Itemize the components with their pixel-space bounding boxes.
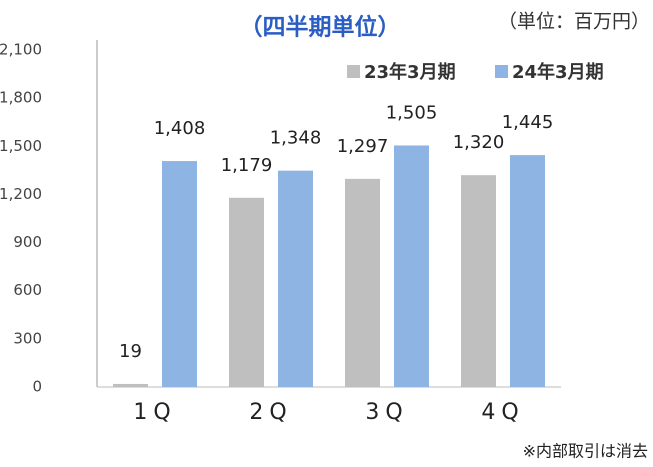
y-tick-label: 0 xyxy=(32,378,42,396)
bar xyxy=(345,178,380,387)
bar xyxy=(162,161,197,387)
legend-label: 24年3月期 xyxy=(512,61,604,83)
y-tick-label: 1,500 xyxy=(0,137,42,155)
data-label: 1,408 xyxy=(154,118,206,139)
x-tick-label: 4Q xyxy=(481,400,524,425)
data-label: 1,297 xyxy=(337,136,389,157)
legend-swatch xyxy=(495,65,508,78)
bar xyxy=(113,383,148,387)
bar xyxy=(229,197,264,387)
y-tick-label: 600 xyxy=(13,281,42,299)
chart-title: （四半期単位） xyxy=(240,14,401,41)
x-tick-label: 1Q xyxy=(133,400,176,425)
y-tick-label: 2,100 xyxy=(0,41,42,59)
data-label: 1,179 xyxy=(221,155,273,176)
y-tick-label: 900 xyxy=(13,233,42,251)
legend-label: 23年3月期 xyxy=(364,61,456,83)
chart-subtitle: （単位：百万円） xyxy=(498,11,650,33)
data-label: 1,320 xyxy=(453,132,505,153)
bar xyxy=(278,170,313,387)
legend-swatch xyxy=(347,65,360,78)
data-label: 19 xyxy=(119,341,142,362)
bar xyxy=(394,145,429,387)
data-label: 1,445 xyxy=(502,112,554,133)
x-tick-label: 2Q xyxy=(249,400,292,425)
x-tick-label: 3Q xyxy=(365,400,408,425)
y-tick-label: 300 xyxy=(13,329,42,347)
y-tick-label: 1,200 xyxy=(0,185,42,203)
y-tick-label: 1,800 xyxy=(0,89,42,107)
annotation: ※内部取引は消去 xyxy=(523,442,648,461)
data-label: 1,348 xyxy=(270,128,322,149)
bar xyxy=(461,175,496,387)
data-label: 1,505 xyxy=(386,102,438,123)
bar xyxy=(510,155,545,387)
